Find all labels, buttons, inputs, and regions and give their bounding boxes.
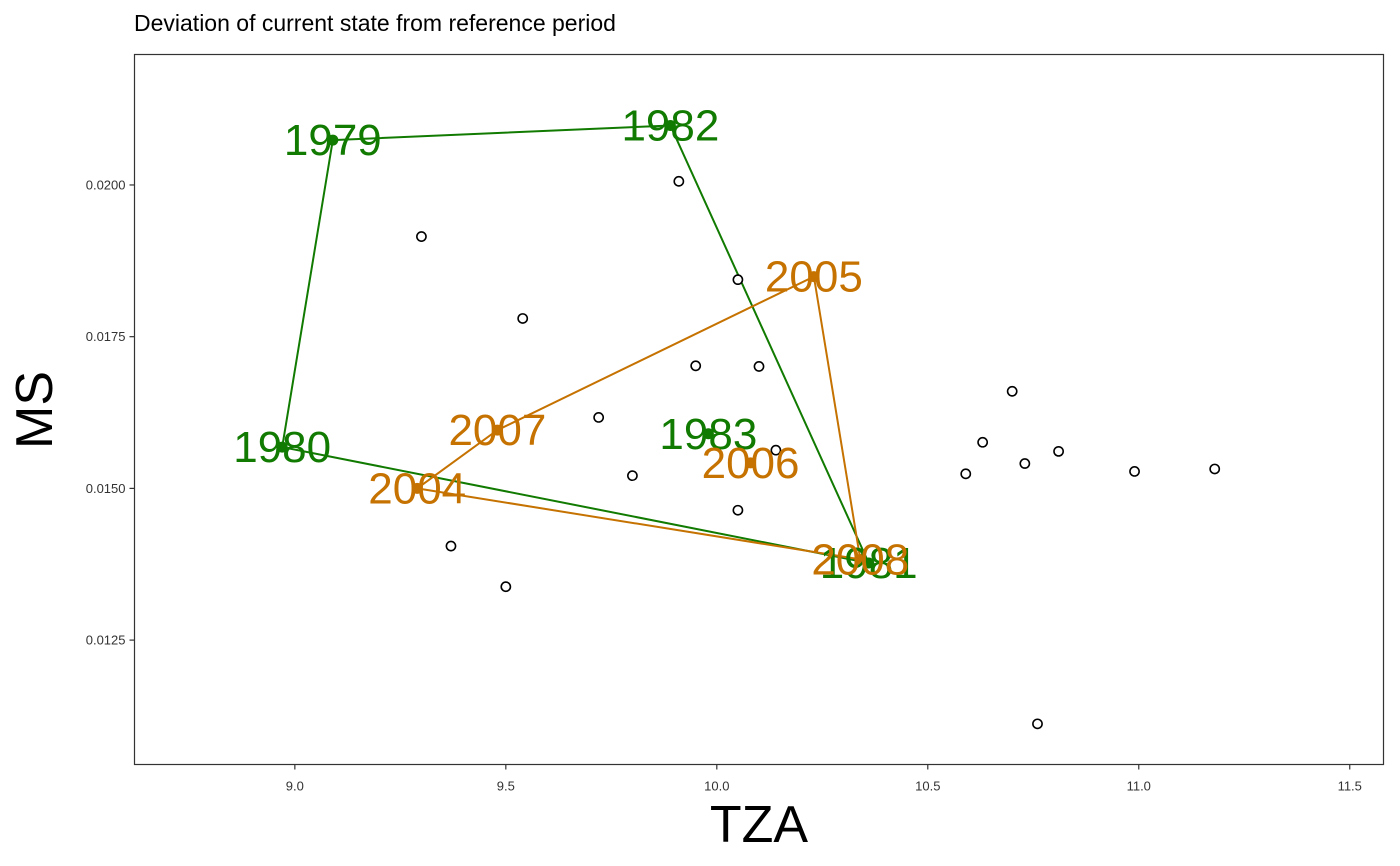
point-label: 2005 xyxy=(765,253,863,302)
highlight-point xyxy=(808,271,820,283)
highlight-point xyxy=(702,428,714,440)
x-tick-label: 10.0 xyxy=(704,779,729,794)
background-point xyxy=(977,436,989,448)
highlight-point xyxy=(411,482,423,494)
background-point xyxy=(960,468,972,480)
highlight-point xyxy=(664,120,676,131)
x-axis-title: TZA xyxy=(710,796,809,854)
background-point xyxy=(732,504,744,516)
point-label: 2008 xyxy=(811,535,909,584)
point-label: 2006 xyxy=(702,439,800,488)
background-point xyxy=(593,411,605,423)
background-point xyxy=(1006,385,1018,397)
x-axis: 9.0 9.5 10.0 10.5 11.0 11.5 xyxy=(286,764,1362,794)
background-point xyxy=(1209,463,1221,475)
background-point xyxy=(627,470,638,482)
background-points xyxy=(416,175,1221,730)
background-point xyxy=(500,581,512,593)
background-point xyxy=(1019,458,1031,469)
background-point xyxy=(1032,718,1043,730)
background-point xyxy=(770,444,782,456)
highlight-point xyxy=(276,441,288,453)
background-point xyxy=(732,274,744,286)
point-label: 1982 xyxy=(621,102,719,151)
point-label: 1981 xyxy=(820,539,918,588)
background-point xyxy=(416,231,427,242)
y-tick-label: 0.0175 xyxy=(86,329,126,344)
background-point xyxy=(753,361,765,372)
point-labels: 1979 1980 1981 1982 1983 2004 2005 2006 2007 2008 xyxy=(233,102,917,589)
y-tick-label: 0.0125 xyxy=(86,633,126,648)
background-point xyxy=(517,313,529,324)
plot-panel xyxy=(133,53,1385,766)
highlight-point xyxy=(854,553,866,565)
x-tick-label: 11.0 xyxy=(1127,779,1151,794)
x-tick-label: 11.5 xyxy=(1338,779,1362,794)
point-label: 1983 xyxy=(659,410,757,459)
point-label: 2007 xyxy=(448,406,546,455)
point-label: 1979 xyxy=(284,116,382,165)
y-tick-label: 0.0200 xyxy=(86,177,126,192)
highlight-point xyxy=(863,557,875,569)
x-tick-label: 10.5 xyxy=(915,779,940,794)
chart-title: Deviation of current state from referenc… xyxy=(134,10,616,36)
point-label: 2004 xyxy=(368,464,466,513)
highlight-point xyxy=(745,457,757,469)
background-point xyxy=(1053,445,1064,457)
highlight-point xyxy=(327,134,339,146)
background-point xyxy=(673,175,685,187)
y-tick-label: 0.0150 xyxy=(86,481,126,496)
background-point xyxy=(445,540,457,552)
x-tick-label: 9.5 xyxy=(497,779,515,794)
highlight-point xyxy=(491,424,503,436)
background-point xyxy=(690,360,702,372)
y-axis: 0.0125 0.0150 0.0175 0.0200 xyxy=(86,177,135,648)
background-point xyxy=(1129,465,1140,477)
point-label: 1980 xyxy=(233,423,331,472)
x-tick-label: 9.0 xyxy=(286,779,304,794)
y-axis-title: MS xyxy=(6,371,64,449)
highlight-points xyxy=(276,120,875,569)
